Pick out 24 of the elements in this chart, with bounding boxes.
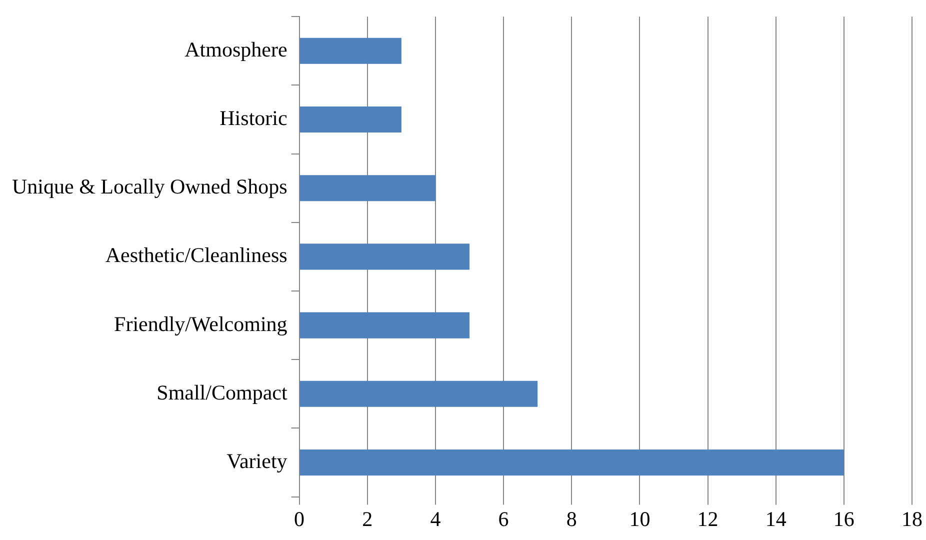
- bar: [300, 106, 402, 133]
- x-tick-label: 18: [902, 506, 922, 531]
- x-tick-label: 0: [294, 506, 305, 531]
- bar: [300, 175, 436, 202]
- x-tick-label: 10: [629, 506, 650, 531]
- x-tick-label: 14: [765, 506, 787, 531]
- bar: [300, 38, 402, 64]
- bar: [300, 244, 470, 270]
- y-tick-label: Variety: [226, 449, 288, 474]
- y-tick-label: Atmosphere: [184, 37, 288, 62]
- x-tick-label: 2: [362, 506, 373, 531]
- x-tick-label: 4: [430, 506, 442, 531]
- y-tick-label: Friendly/Welcoming: [114, 312, 288, 336]
- y-tick-label: Historic: [220, 106, 288, 130]
- y-tick-label: Aesthetic/Cleanliness: [105, 243, 288, 268]
- bar: [300, 449, 844, 476]
- y-tick-label: Small/Compact: [156, 380, 288, 404]
- x-tick-label: 8: [566, 506, 577, 531]
- y-tick-label: Unique & Locally Owned Shops: [12, 174, 288, 199]
- x-tick-label: 16: [833, 506, 854, 531]
- x-tick-label: 6: [498, 506, 509, 531]
- x-tick-label: 12: [697, 506, 718, 531]
- bar: [300, 380, 538, 407]
- bar: [300, 312, 470, 338]
